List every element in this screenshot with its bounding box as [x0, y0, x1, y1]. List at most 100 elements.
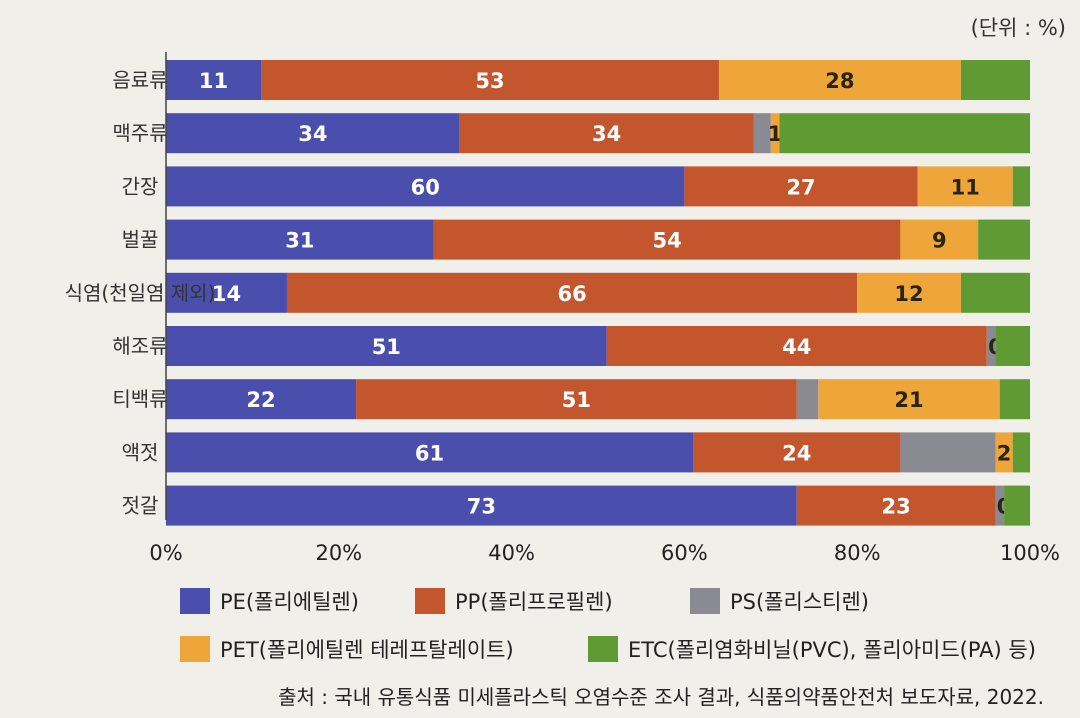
- legend-swatch: [180, 636, 210, 662]
- category-label: 액젓: [122, 440, 159, 464]
- stacked-bar-chart: 1153283434160271131549146612514402251216…: [65, 52, 1060, 565]
- bar-segment: [995, 326, 1030, 366]
- bar-segment: [1004, 485, 1030, 526]
- legend-item: PS(폴리스티렌): [690, 586, 869, 616]
- category-label: 간장: [122, 174, 159, 198]
- bar-value-label: 61: [415, 441, 444, 465]
- x-tick-label: 60%: [661, 541, 708, 565]
- bar-value-label: 12: [894, 282, 923, 306]
- bar-value-label: 60: [411, 175, 440, 199]
- bar-value-label: 44: [782, 335, 811, 359]
- legend-swatch: [180, 588, 210, 614]
- bar-segment: [166, 432, 694, 473]
- bar-segment: [693, 432, 901, 473]
- bar-value-label: 73: [467, 495, 496, 519]
- bar-segment: [166, 272, 287, 313]
- bar-segment: [166, 485, 797, 526]
- bar-segment: [459, 113, 754, 154]
- bar-segment: [166, 113, 460, 154]
- bar-row: 31 54 9: [166, 219, 1030, 260]
- bar-segment: [917, 166, 1013, 207]
- bar-value-label: 1: [768, 122, 783, 146]
- category-label: 티백류: [112, 387, 167, 411]
- legend-label: PE(폴리에틸렌): [220, 590, 359, 614]
- bar-row: 51440: [166, 326, 1030, 366]
- bar-value-label: 54: [653, 229, 682, 253]
- bar-segment: [900, 432, 996, 473]
- x-axis: 0% 20% 40% 60% 80% 100%: [149, 52, 1060, 565]
- legend-swatch: [588, 636, 618, 662]
- bar-segment: [166, 326, 607, 366]
- bar-segment: [770, 113, 780, 154]
- bar-segment: [779, 113, 1030, 154]
- bar-segment: [796, 379, 819, 420]
- x-tick-label: 20%: [315, 541, 362, 565]
- legend-swatch: [690, 588, 720, 614]
- bar-value-label: 9: [932, 229, 947, 253]
- bar-segment: [1012, 432, 1030, 473]
- bar-row: 34 34 1: [166, 113, 1030, 154]
- bars-layer: 1153283434160271131549146612514402251216…: [166, 60, 1030, 526]
- bar-segment: [718, 60, 961, 100]
- bar-value-label: 51: [562, 388, 591, 412]
- bar-segment: [753, 113, 771, 154]
- bar-segment: [166, 166, 685, 207]
- bar-segment: [960, 60, 1030, 100]
- x-tick-label: 80%: [834, 541, 881, 565]
- x-tick-label: 40%: [488, 541, 535, 565]
- legend-item: PP(폴리프로필렌): [415, 586, 613, 616]
- category-label: 젓갈: [122, 494, 159, 518]
- category-label: 식염(천일염 제외): [65, 281, 216, 305]
- bar-segment: [166, 219, 434, 260]
- bar-segment: [796, 485, 996, 526]
- bar-segment: [978, 219, 1030, 260]
- legend-label: PP(폴리프로필렌): [455, 590, 613, 614]
- category-label: 음료류: [112, 68, 167, 92]
- bar-segment: [900, 219, 979, 260]
- legend-label: PS(폴리스티렌): [730, 590, 869, 614]
- bar-segment: [1012, 166, 1030, 207]
- bar-segment: [995, 432, 1013, 473]
- bar-segment: [356, 379, 797, 420]
- bar-value-label: 27: [786, 175, 815, 199]
- legend-swatch: [415, 588, 445, 614]
- legend-label: PET(폴리에틸렌 테레프탈레이트): [220, 638, 514, 662]
- bar-segment: [261, 60, 719, 100]
- bar-value-label: 34: [298, 122, 327, 146]
- bar-row: 61 24 2: [166, 432, 1030, 473]
- bar-value-label: 2: [997, 441, 1012, 465]
- bar-value-label: 21: [894, 388, 923, 412]
- bar-segment: [684, 166, 918, 207]
- bar-value-label: 34: [592, 122, 621, 146]
- bar-segment: [433, 219, 901, 260]
- bar-row: 60 27 11: [166, 166, 1030, 207]
- bar-value-label: 23: [881, 495, 910, 519]
- bar-row: 14 66 12: [166, 272, 1030, 313]
- bar-segment: [857, 272, 961, 313]
- bar-value-label: 31: [285, 229, 314, 253]
- category-label: 해조류: [112, 334, 167, 358]
- bar-segment: [286, 272, 858, 313]
- bar-segment: [818, 379, 1000, 420]
- bar-value-label: 22: [246, 388, 275, 412]
- bar-value-label: 11: [199, 69, 228, 93]
- legend-label: ETC(폴리염화비닐(PVC), 폴리아미드(PA) 등): [628, 638, 1036, 662]
- legend-item: ETC(폴리염화비닐(PVC), 폴리아미드(PA) 등): [588, 634, 1036, 664]
- bar-segment: [986, 326, 996, 366]
- bar-value-label: 28: [825, 69, 854, 93]
- legend-item: PE(폴리에틸렌): [180, 586, 359, 616]
- bar-segment: [999, 379, 1030, 420]
- bar-segment: [606, 326, 987, 366]
- x-tick-label: 100%: [1000, 541, 1060, 565]
- bar-value-label: 14: [212, 282, 241, 306]
- bar-value-label: 24: [782, 441, 811, 465]
- x-tick-label: 0%: [149, 541, 182, 565]
- bar-segment: [995, 485, 1005, 526]
- bar-value-label: 66: [557, 282, 586, 306]
- bar-row: 11 53 28: [166, 60, 1030, 100]
- category-label: 벌꿀: [122, 228, 159, 252]
- bar-segment: [166, 60, 262, 100]
- bar-value-label: 51: [372, 335, 401, 359]
